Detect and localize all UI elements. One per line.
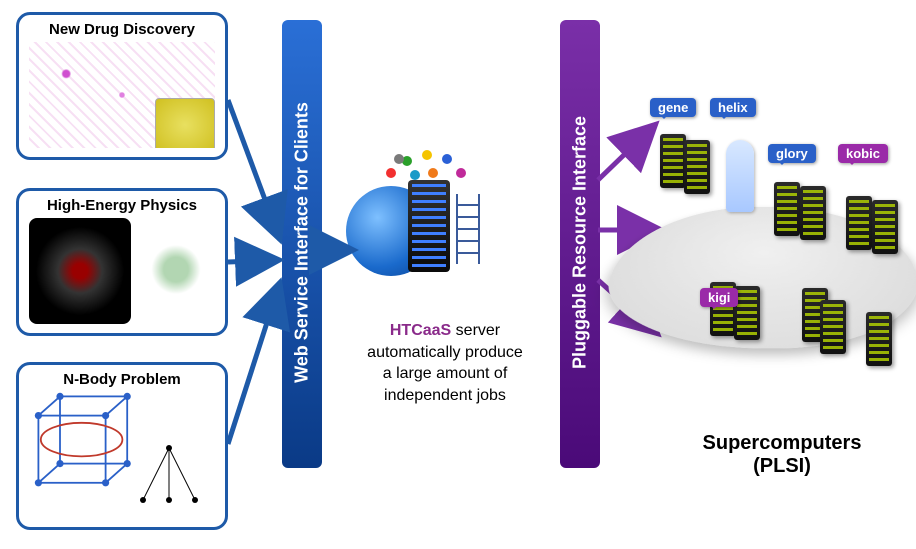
htcaas-server-illustration — [346, 148, 496, 288]
server-rack — [872, 200, 898, 254]
supercomputers-title: Supercomputers (PLSI) — [682, 432, 882, 478]
server-rack — [820, 300, 846, 354]
cluster-label-gene: gene — [650, 98, 696, 117]
cluster-label-kigi: kigi — [700, 288, 738, 307]
flow-arrow — [598, 124, 656, 180]
text-line: automatically produce — [340, 342, 550, 364]
panel-title: High-Energy Physics — [29, 197, 215, 214]
server-rack — [800, 186, 826, 240]
panel-illus-nbody — [29, 392, 215, 518]
panel-title: N-Body Problem — [29, 371, 215, 388]
dot — [456, 168, 466, 178]
server-rack — [684, 140, 710, 194]
text-line: a large amount of — [340, 363, 550, 385]
panel-title: New Drug Discovery — [29, 21, 215, 38]
text-line: HTCaaS server — [340, 320, 550, 342]
dot — [410, 170, 420, 180]
server-rack — [866, 312, 892, 366]
collision-event — [29, 218, 131, 324]
dot — [422, 150, 432, 160]
particle-spray — [137, 222, 215, 317]
server-rack-icon — [408, 180, 450, 272]
cluster-label-kobic: kobic — [838, 144, 888, 163]
title-line: Supercomputers — [682, 432, 882, 455]
bar-label: Pluggable Resource Interface — [570, 23, 591, 463]
web-service-interface-bar: Web Service Interface for Clients — [282, 20, 322, 468]
bar-label: Web Service Interface for Clients — [292, 23, 313, 463]
colored-dots — [376, 148, 466, 184]
dot — [442, 154, 452, 164]
pluggable-resource-interface-bar: Pluggable Resource Interface — [560, 20, 600, 468]
flow-arrow — [228, 282, 280, 444]
dot — [386, 168, 396, 178]
panel-nbody: N-Body Problem — [16, 362, 228, 530]
cluster-label-glory: glory — [768, 144, 816, 163]
panel-drug: New Drug Discovery — [16, 12, 228, 160]
title-line: (PLSI) — [682, 455, 882, 478]
server-rack — [774, 182, 800, 236]
htcaas-description: HTCaaS server automatically produce a la… — [340, 320, 550, 406]
flow-arrow — [228, 100, 280, 240]
cluster-label-helix: helix — [710, 98, 756, 117]
central-tower — [726, 140, 754, 212]
ladder-icon — [456, 194, 480, 264]
panel-physics: High-Energy Physics — [16, 188, 228, 336]
flow-arrow — [228, 260, 280, 262]
server-rack — [846, 196, 872, 250]
tree-graph — [129, 442, 209, 512]
text-line: independent jobs — [340, 385, 550, 407]
panel-illus-physics — [29, 218, 215, 324]
dot — [428, 168, 438, 178]
protein-thumb — [155, 98, 215, 148]
server-rack — [660, 134, 686, 188]
dot — [394, 154, 404, 164]
panel-illus-drug — [29, 42, 215, 148]
